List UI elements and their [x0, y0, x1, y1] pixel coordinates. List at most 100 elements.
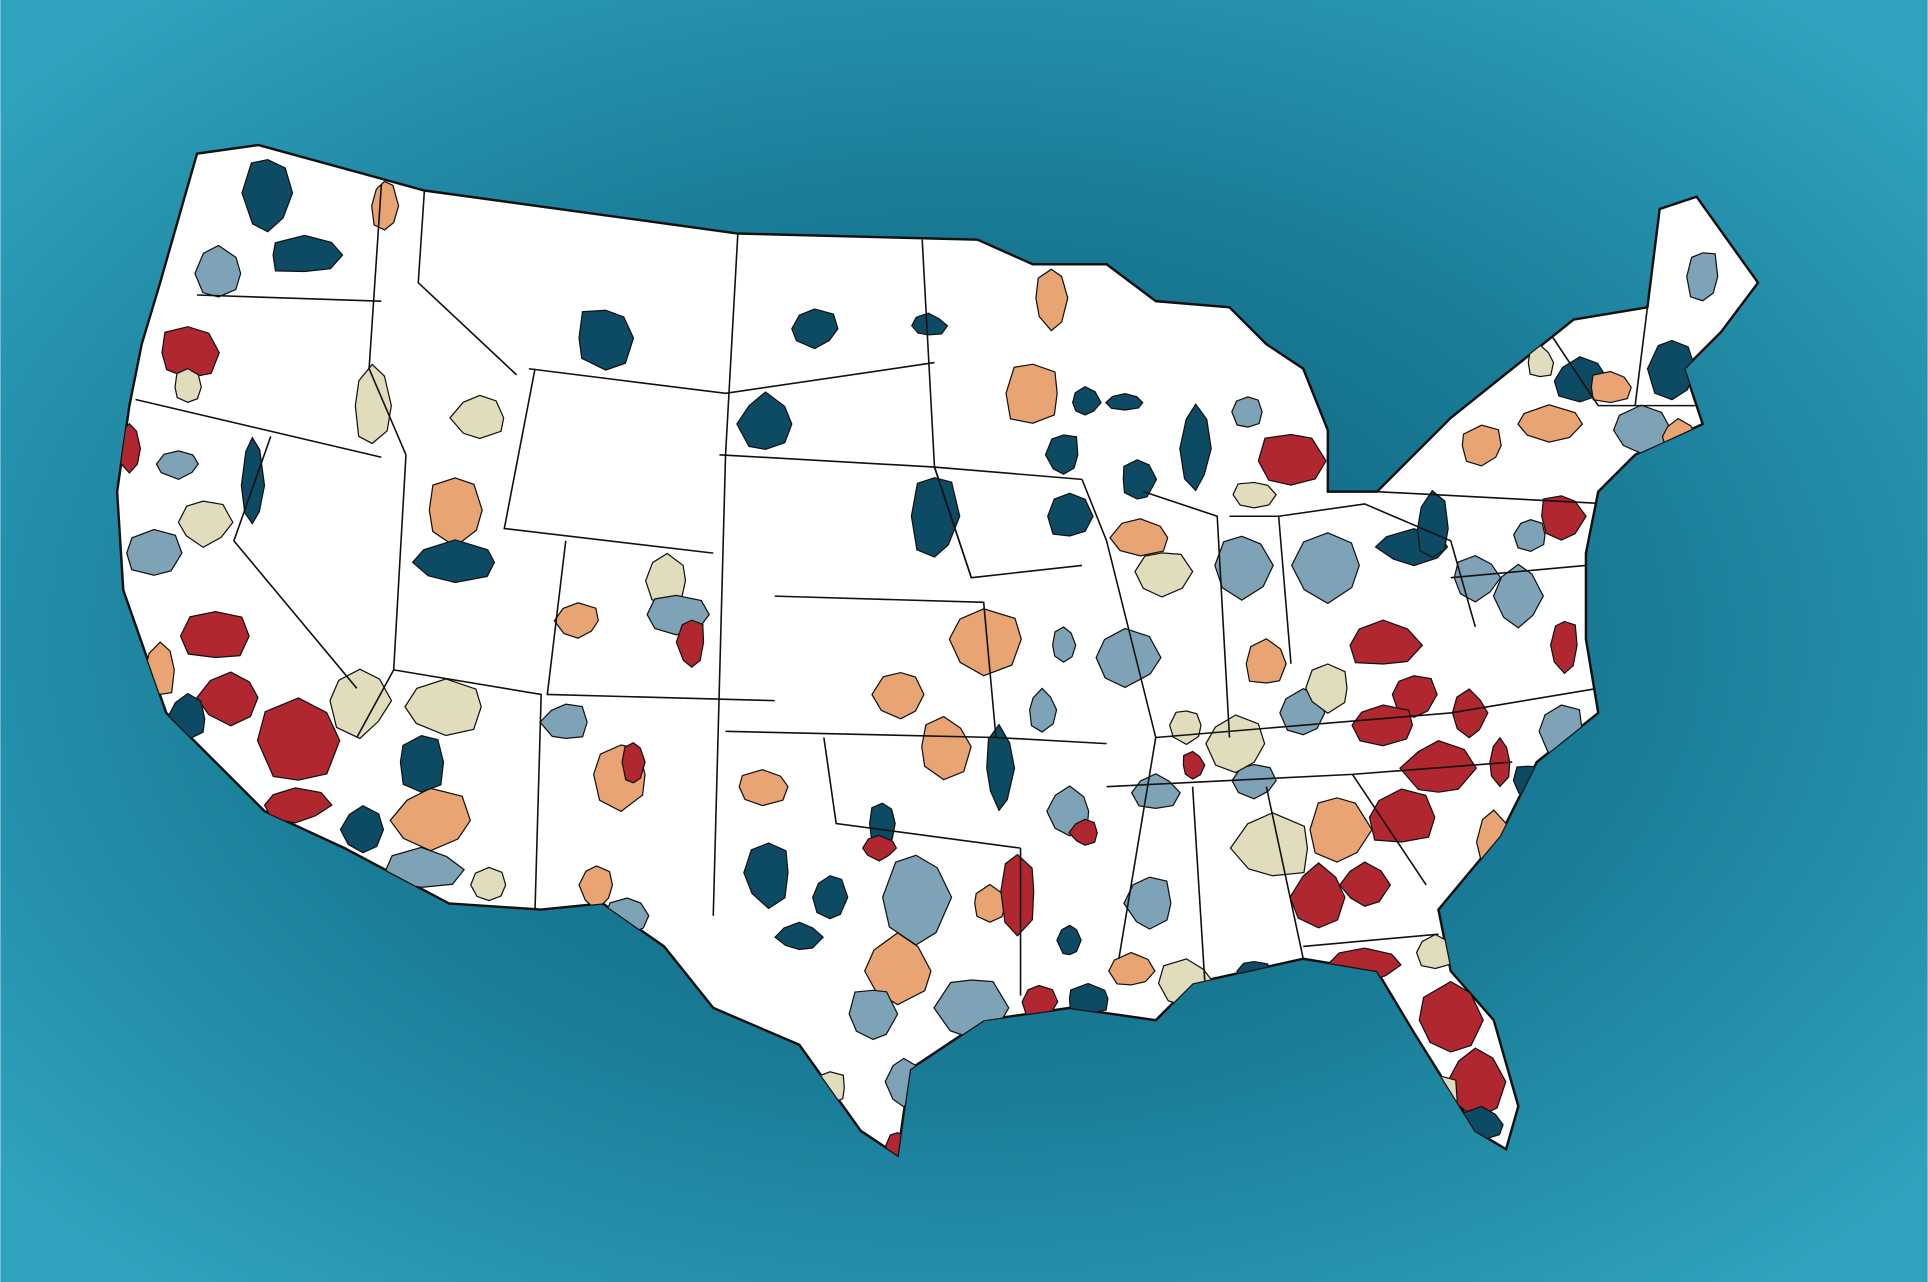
region [1109, 518, 1169, 557]
region [1051, 626, 1077, 663]
state-border [1229, 515, 1292, 664]
region [1305, 663, 1348, 715]
region [553, 602, 599, 639]
region [1290, 532, 1360, 605]
region [1257, 433, 1327, 486]
state-border [1634, 307, 1649, 406]
region [449, 394, 505, 440]
region [126, 528, 183, 576]
region [1182, 750, 1206, 780]
region [1047, 492, 1094, 537]
region [1231, 396, 1263, 428]
region [1123, 876, 1172, 930]
region [911, 312, 949, 336]
region [1550, 620, 1578, 675]
region [986, 723, 1016, 812]
region [861, 834, 898, 862]
region [621, 742, 646, 784]
state-border [823, 737, 1021, 849]
region [174, 367, 202, 403]
region [428, 477, 483, 548]
state-border [417, 190, 518, 376]
region [1108, 951, 1156, 986]
region [354, 363, 392, 445]
region [1179, 403, 1212, 492]
state-border [1081, 479, 1157, 959]
region [1130, 773, 1181, 810]
state-border [1376, 490, 1611, 505]
region [1134, 552, 1194, 598]
state-border [774, 595, 997, 738]
state-border [368, 184, 407, 456]
region [1044, 434, 1079, 475]
region [1056, 924, 1082, 956]
region [1095, 627, 1162, 689]
region [177, 500, 234, 549]
region [1229, 812, 1309, 877]
state-border [503, 368, 714, 554]
region [256, 697, 341, 781]
region [1122, 459, 1158, 500]
region [1541, 495, 1587, 541]
region [921, 715, 972, 781]
regions [119, 159, 1719, 1156]
state-border [1351, 773, 1427, 886]
region [1029, 687, 1058, 733]
region [1214, 535, 1274, 601]
region [1368, 788, 1436, 843]
region [974, 883, 1007, 923]
region [272, 234, 344, 273]
region [1068, 818, 1098, 846]
region [263, 787, 333, 824]
region [1245, 638, 1287, 684]
region [1068, 982, 1109, 1015]
region [578, 309, 635, 371]
state-border [1450, 564, 1587, 579]
region [1338, 861, 1392, 907]
state-border [232, 436, 358, 689]
state-border [546, 540, 775, 702]
state-border [1548, 331, 1697, 407]
state-border [725, 730, 1107, 745]
region [1105, 392, 1144, 411]
region [791, 308, 839, 350]
region [339, 804, 385, 854]
region [1232, 481, 1277, 509]
state-border [1155, 687, 1599, 739]
region [910, 477, 961, 558]
region [738, 769, 789, 807]
state-border [1278, 503, 1477, 628]
region [1416, 489, 1449, 558]
region [411, 539, 496, 584]
state-border [933, 466, 1083, 579]
region [812, 875, 849, 920]
region [1646, 339, 1696, 401]
region [578, 865, 614, 912]
region [389, 787, 472, 852]
region [196, 671, 259, 727]
region [404, 678, 482, 737]
us-outline [115, 143, 1760, 1158]
region [1517, 404, 1584, 443]
region [743, 842, 789, 910]
region [1686, 252, 1719, 302]
state-border [1265, 786, 1305, 959]
region [863, 932, 932, 1006]
region [329, 668, 393, 740]
region [179, 610, 250, 659]
region [1461, 424, 1502, 467]
region [1399, 740, 1478, 793]
region [385, 846, 465, 888]
region [1072, 385, 1102, 416]
state-border [196, 294, 382, 302]
region [241, 159, 294, 233]
region [1418, 980, 1484, 1053]
region [675, 619, 705, 668]
region [848, 989, 899, 1041]
region [1590, 370, 1632, 404]
state-border [528, 361, 935, 395]
region [470, 866, 507, 902]
state-borders [135, 184, 1697, 996]
